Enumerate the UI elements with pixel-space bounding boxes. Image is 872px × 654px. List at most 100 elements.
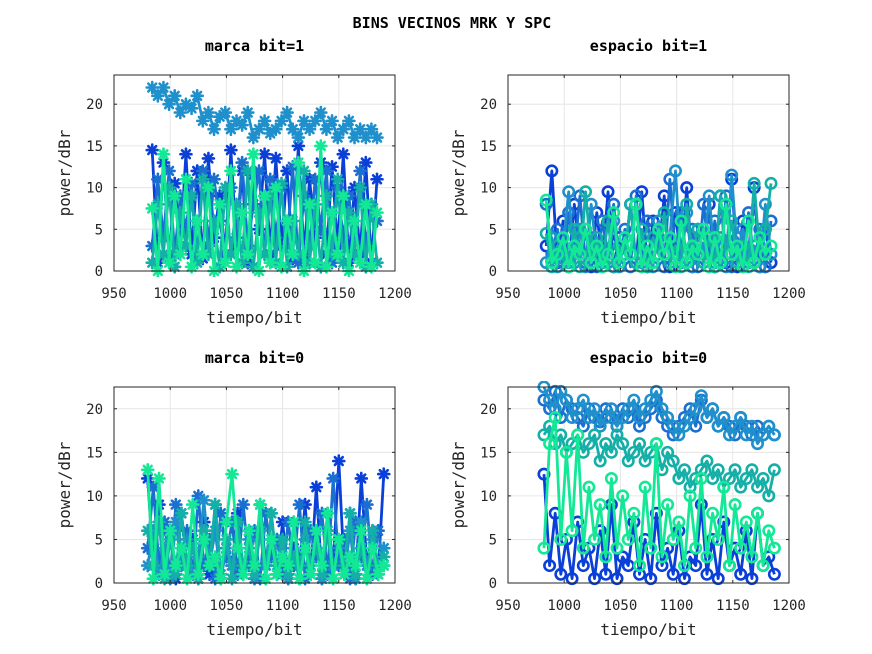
data-point — [751, 480, 765, 494]
data-point — [599, 410, 613, 424]
data-point — [601, 185, 615, 199]
data-point — [240, 164, 255, 178]
y-axis-label: power/dBr — [449, 129, 468, 216]
data-point — [666, 532, 680, 546]
data-point — [588, 572, 602, 586]
data-point — [156, 80, 171, 95]
data-point — [736, 260, 750, 274]
y-tick-label: 0 — [489, 576, 497, 592]
data-point — [554, 567, 568, 581]
data-point — [767, 428, 781, 442]
ticks: 950 1000 1050 1100 1150 1200 0 5 10 15 20 — [480, 75, 806, 302]
data-point — [627, 393, 641, 407]
data-point — [672, 471, 686, 485]
data-point — [747, 256, 761, 270]
data-point — [694, 498, 708, 512]
data-point — [167, 89, 182, 103]
subplot-title: marca bit=0 — [205, 349, 304, 367]
data-point — [236, 497, 251, 512]
y-tick-label: 5 — [489, 532, 497, 548]
data-point — [353, 255, 367, 270]
data-point — [347, 214, 362, 228]
data-point — [347, 130, 362, 145]
data-point — [593, 454, 607, 468]
data-point — [207, 172, 221, 187]
data-point — [661, 498, 675, 512]
data-point — [370, 205, 384, 220]
ticks: 950 1000 1050 1100 1150 1200 0 5 10 15 20 — [86, 75, 412, 302]
data-point — [616, 550, 630, 564]
data-point — [579, 185, 593, 199]
data-point — [618, 231, 632, 245]
x-tick-label: 1000 — [547, 598, 581, 614]
data-point — [644, 393, 658, 407]
data-point — [604, 402, 618, 416]
data-point — [336, 122, 351, 137]
data-point — [376, 467, 391, 481]
data-point — [218, 255, 233, 270]
series-5 — [140, 462, 391, 586]
data-point — [562, 260, 576, 274]
data-point — [599, 437, 613, 451]
data-point — [235, 118, 249, 132]
data-point — [661, 410, 675, 424]
data-point — [543, 393, 557, 407]
y-tick-label: 20 — [480, 97, 497, 113]
y-axis-label: power/dBr — [449, 441, 468, 528]
data-point — [616, 437, 630, 451]
data-point — [548, 410, 562, 424]
data-point — [169, 497, 183, 512]
data-point — [668, 164, 682, 178]
data-point — [601, 247, 615, 261]
y-axis-label: power/dBr — [55, 441, 74, 528]
data-point — [588, 402, 602, 416]
data-point — [683, 489, 697, 503]
data-point — [235, 205, 249, 220]
x-tick-label: 1150 — [716, 286, 750, 302]
data-point — [638, 454, 652, 468]
data-point — [274, 260, 289, 274]
data-point — [140, 462, 155, 477]
y-tick-label: 5 — [489, 222, 497, 238]
series-5 — [537, 410, 781, 573]
data-point — [151, 89, 165, 103]
data-point — [275, 532, 290, 547]
data-point — [764, 239, 778, 253]
x-tick-label: 1000 — [153, 598, 187, 614]
data-point — [539, 226, 553, 240]
data-point — [590, 231, 604, 245]
data-point — [576, 559, 590, 573]
figure-title: BINS VECINOS MRK Y SPC — [353, 14, 552, 32]
data-point — [711, 532, 725, 546]
series-5 — [539, 193, 778, 274]
data-point — [336, 189, 351, 203]
data-point — [677, 572, 691, 586]
data-point — [677, 463, 691, 477]
data-point — [758, 197, 772, 211]
data-point — [663, 231, 677, 245]
data-point — [162, 97, 176, 111]
data-point — [666, 567, 680, 581]
data-point — [680, 256, 694, 270]
x-tick-label: 950 — [101, 286, 126, 302]
data-point — [224, 122, 238, 137]
data-point — [146, 571, 161, 586]
data-point — [725, 214, 739, 228]
data-point — [360, 571, 374, 586]
data-point — [751, 506, 765, 520]
data-point — [751, 437, 765, 451]
data-point — [297, 114, 311, 128]
data-point — [208, 550, 222, 564]
data-point — [700, 454, 714, 468]
data-point — [607, 197, 621, 211]
y-axis-label: power/dBr — [55, 129, 74, 216]
data-point — [702, 260, 716, 274]
data-point — [212, 197, 227, 212]
data-point — [258, 571, 273, 586]
data-point — [745, 550, 759, 564]
data-point — [229, 260, 244, 274]
data-point — [371, 567, 385, 582]
y-tick-label: 10 — [480, 489, 497, 505]
y-tick-label: 0 — [95, 264, 103, 280]
